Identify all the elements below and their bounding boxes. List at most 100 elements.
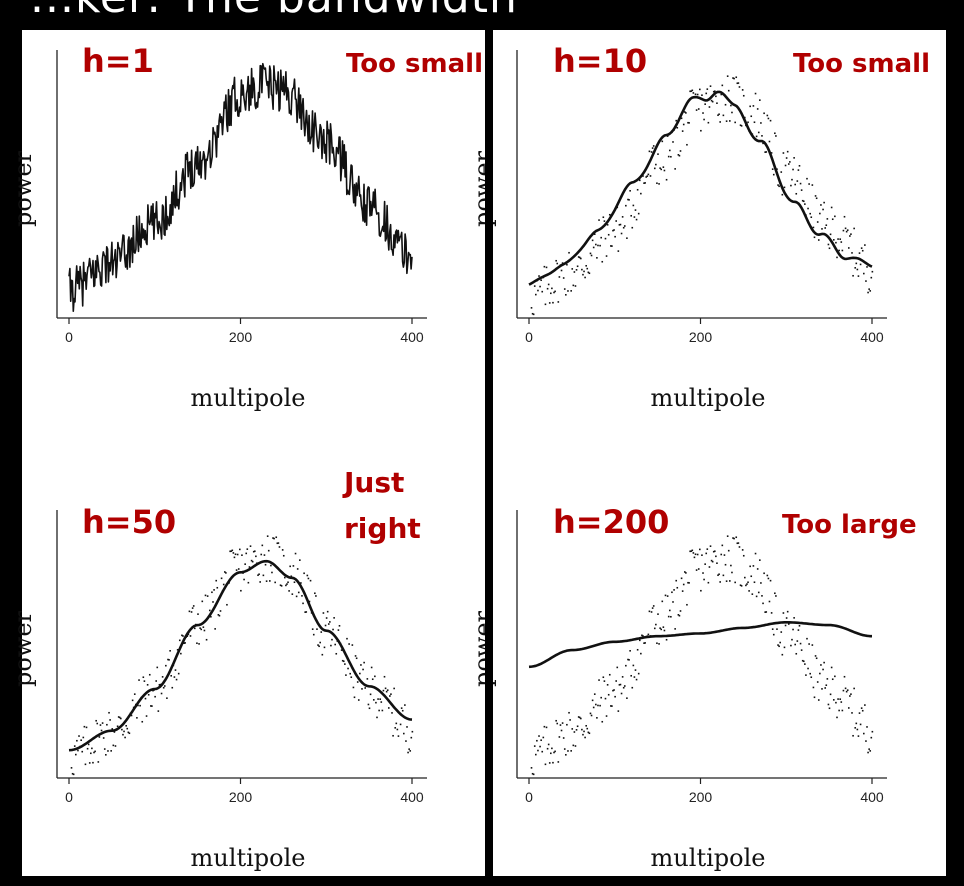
data-point	[192, 605, 195, 607]
data-point	[835, 701, 837, 704]
data-point	[837, 698, 839, 700]
data-point	[756, 108, 759, 110]
data-point	[705, 92, 708, 95]
data-point	[861, 249, 864, 252]
data-point	[347, 667, 349, 670]
fitted-curve	[528, 621, 872, 669]
verdict-label: Just	[342, 466, 404, 499]
data-point	[593, 693, 596, 695]
data-point	[632, 204, 635, 207]
data-point	[619, 683, 622, 686]
data-point	[565, 754, 567, 756]
data-point	[797, 629, 800, 631]
data-point	[702, 572, 704, 574]
data-point	[173, 676, 176, 678]
data-point	[673, 589, 675, 591]
data-point	[643, 642, 645, 644]
data-point	[596, 717, 598, 719]
data-point	[338, 624, 341, 627]
data-point	[578, 256, 581, 259]
data-point	[838, 709, 840, 712]
data-point	[752, 105, 755, 107]
data-point	[828, 707, 831, 710]
data-point	[118, 716, 121, 719]
data-point	[162, 686, 165, 689]
x-tick-label: 200	[689, 329, 713, 345]
data-point	[754, 92, 757, 95]
data-point	[718, 573, 720, 576]
data-point	[266, 535, 269, 537]
data-point	[533, 285, 536, 287]
data-point	[303, 572, 305, 575]
data-point	[575, 269, 578, 271]
data-point	[620, 232, 623, 235]
data-point	[787, 623, 790, 625]
data-point	[182, 635, 184, 637]
data-point	[530, 307, 533, 309]
data-point	[742, 94, 745, 97]
data-point	[794, 183, 796, 186]
data-point	[850, 693, 852, 695]
data-point	[587, 731, 590, 734]
data-point	[116, 725, 119, 728]
data-point	[634, 209, 637, 211]
data-point	[820, 204, 822, 206]
data-point	[131, 699, 134, 702]
data-point	[545, 726, 548, 729]
data-point	[846, 229, 849, 231]
data-point	[378, 709, 380, 712]
data-point	[665, 638, 668, 641]
data-point	[829, 233, 832, 236]
data-point	[656, 182, 658, 185]
data-point	[674, 168, 676, 170]
data-point	[765, 611, 768, 613]
data-point	[631, 226, 634, 229]
data-point	[250, 559, 253, 562]
data-point	[541, 290, 544, 293]
data-point	[212, 601, 214, 603]
data-point	[591, 699, 594, 702]
data-point	[866, 266, 868, 268]
data-point	[629, 190, 631, 192]
data-point	[812, 226, 815, 229]
data-point	[319, 641, 321, 644]
data-point	[722, 114, 725, 117]
data-point	[334, 643, 336, 646]
data-point	[810, 216, 813, 219]
data-point	[709, 545, 712, 547]
data-point	[776, 168, 778, 170]
data-point	[706, 548, 709, 550]
data-point	[814, 195, 817, 197]
data-point	[203, 629, 206, 632]
data-point	[78, 735, 80, 737]
data-point	[826, 218, 829, 220]
data-point	[761, 595, 763, 597]
data-point	[667, 155, 670, 158]
data-point	[258, 573, 260, 576]
data-point	[839, 698, 842, 700]
data-point	[843, 675, 846, 678]
data-point	[234, 553, 237, 556]
data-point	[591, 239, 594, 242]
data-point	[245, 552, 248, 555]
data-point	[597, 704, 599, 707]
data-point	[98, 736, 101, 738]
data-point	[725, 120, 728, 122]
data-point	[567, 290, 569, 292]
data-point	[254, 550, 256, 553]
data-point	[762, 602, 764, 605]
fitted-curve	[528, 90, 873, 286]
data-point	[296, 568, 299, 570]
data-point	[772, 173, 775, 176]
data-point	[320, 631, 323, 633]
verdict-label: right	[344, 512, 421, 545]
data-point	[724, 103, 727, 106]
data-point	[332, 628, 334, 631]
data-point	[551, 287, 553, 290]
data-point	[561, 262, 564, 264]
data-point	[645, 176, 648, 178]
data-point	[856, 728, 859, 731]
data-point	[619, 223, 622, 226]
data-point	[631, 686, 634, 689]
data-point	[772, 633, 775, 636]
